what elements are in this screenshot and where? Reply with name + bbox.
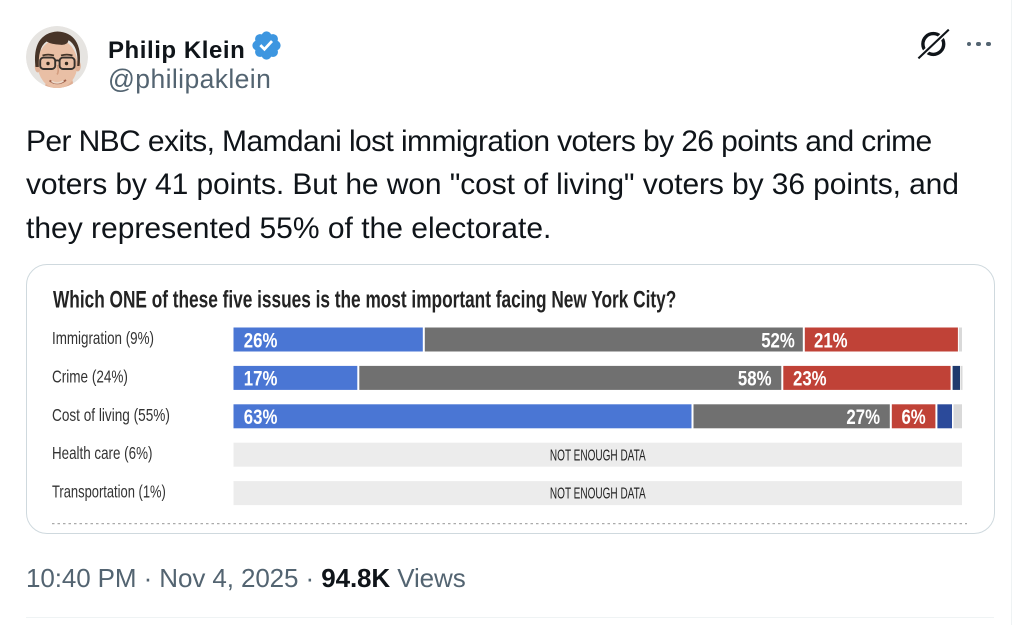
svg-text:Immigration (9%): Immigration (9%) bbox=[52, 329, 154, 348]
svg-text:27%: 27% bbox=[846, 406, 880, 429]
svg-text:23%: 23% bbox=[793, 368, 827, 391]
svg-text:6%: 6% bbox=[901, 406, 925, 429]
svg-text:Health care (6%): Health care (6%) bbox=[52, 445, 152, 464]
svg-text:NOT ENOUGH DATA: NOT ENOUGH DATA bbox=[550, 446, 646, 464]
svg-text:Cost of living (55%): Cost of living (55%) bbox=[52, 406, 170, 425]
svg-text:26%: 26% bbox=[244, 330, 278, 353]
svg-text:Transportation (1%): Transportation (1%) bbox=[52, 483, 166, 502]
svg-text:NOT ENOUGH DATA: NOT ENOUGH DATA bbox=[550, 484, 646, 502]
svg-text:21%: 21% bbox=[814, 330, 848, 353]
svg-text:63%: 63% bbox=[244, 406, 278, 429]
svg-text:Which ONE of these five issues: Which ONE of these five issues is the mo… bbox=[53, 287, 676, 313]
svg-text:58%: 58% bbox=[738, 368, 772, 391]
svg-text:52%: 52% bbox=[761, 330, 795, 353]
svg-text:17%: 17% bbox=[244, 368, 278, 391]
svg-text:Crime (24%): Crime (24%) bbox=[52, 368, 128, 387]
